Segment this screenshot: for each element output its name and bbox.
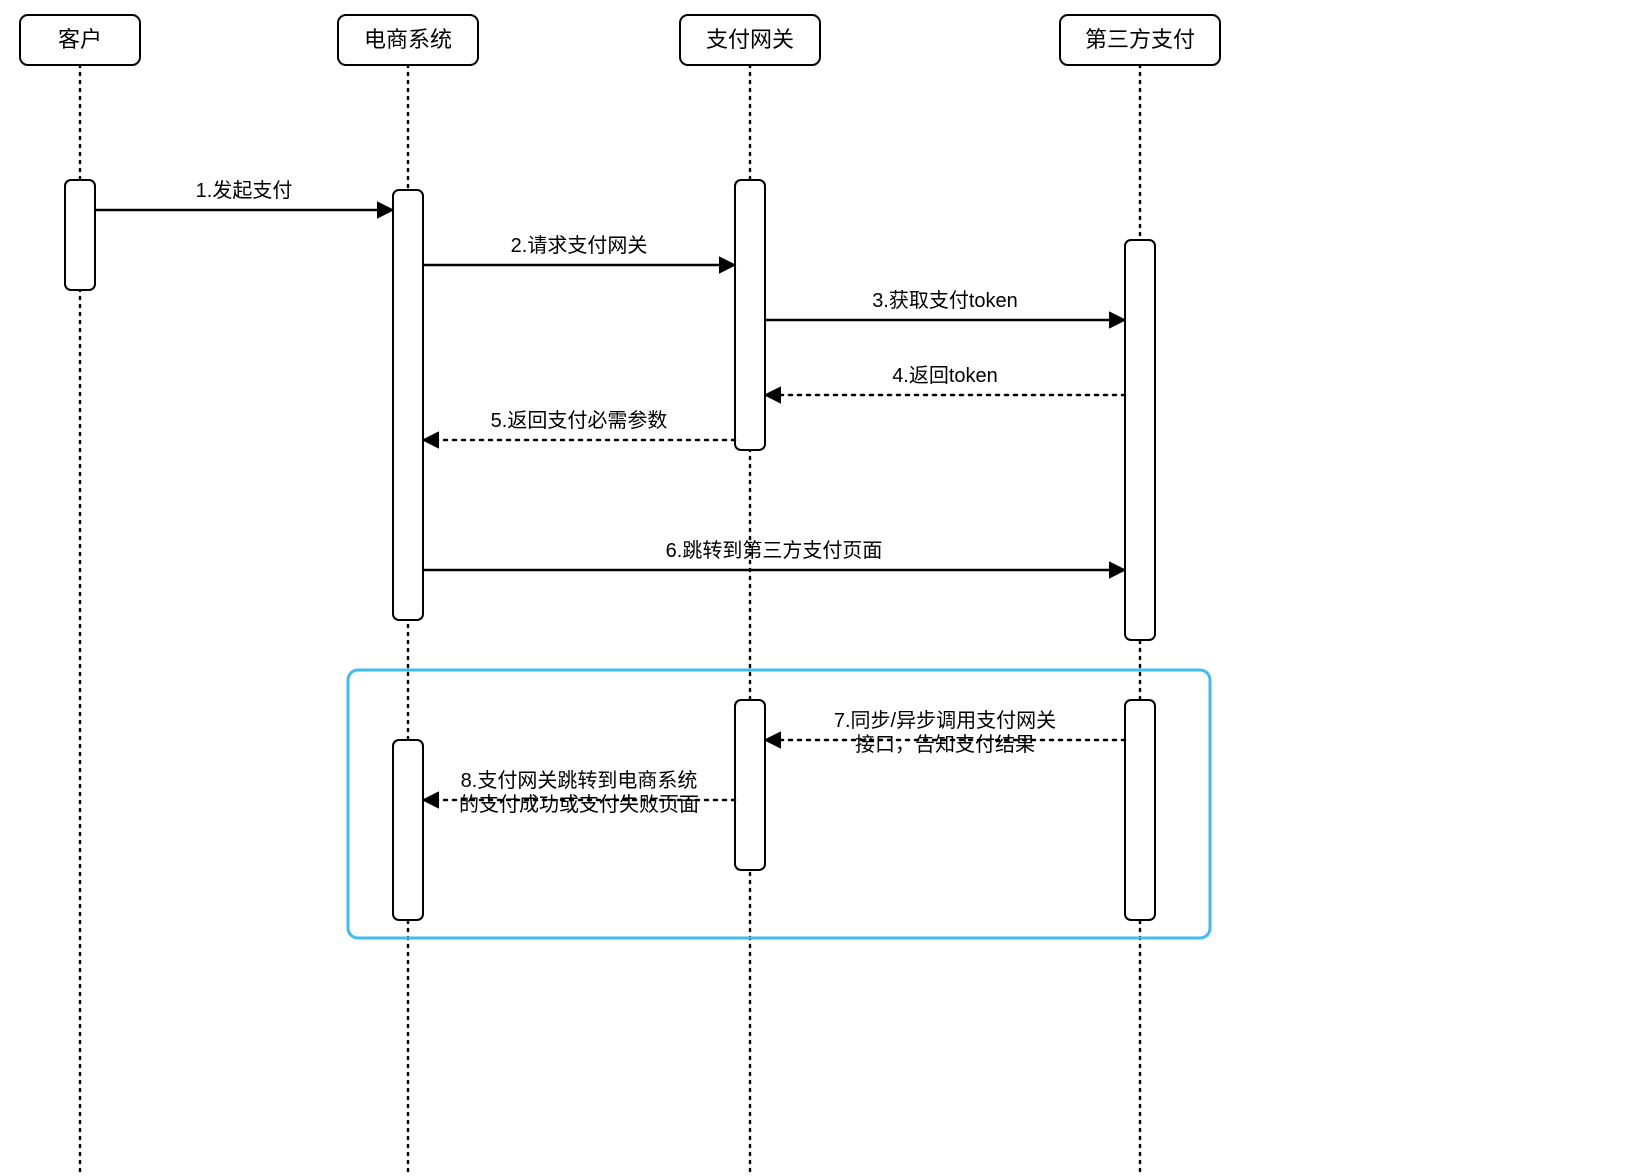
- message-1-label: 1.发起支付: [196, 179, 293, 202]
- lane-label-ecom: 电商系统: [364, 27, 452, 52]
- message-7-label: 7.同步/异步调用支付网关接口，告知支付结果: [834, 709, 1056, 756]
- lane-label-customer: 客户: [58, 27, 102, 52]
- activation-gateway-2: [735, 180, 765, 450]
- activation-thirdparty-6: [1125, 700, 1155, 920]
- activation-customer-0: [65, 180, 95, 290]
- activation-ecom-4: [393, 740, 423, 920]
- activation-thirdparty-3: [1125, 240, 1155, 640]
- message-6-label: 6.跳转到第三方支付页面: [666, 539, 883, 562]
- message-5-label: 5.返回支付必需参数: [491, 409, 668, 432]
- message-3-label: 3.获取支付token: [872, 289, 1018, 312]
- sequence-diagram: 客户 电商系统 支付网关 第三方支付 1.发起支付 2.请求支付网关 3.获取支付token…: [0, 0, 1640, 1176]
- lane-label-gateway: 支付网关: [706, 27, 794, 52]
- message-8-label: 8.支付网关跳转到电商系统的支付成功或支付失败页面: [459, 769, 699, 816]
- activation-gateway-5: [735, 700, 765, 870]
- message-4-label: 4.返回token: [892, 364, 998, 387]
- activation-ecom-1: [393, 190, 423, 620]
- lane-label-thirdparty: 第三方支付: [1085, 27, 1195, 52]
- message-2-label: 2.请求支付网关: [511, 234, 648, 257]
